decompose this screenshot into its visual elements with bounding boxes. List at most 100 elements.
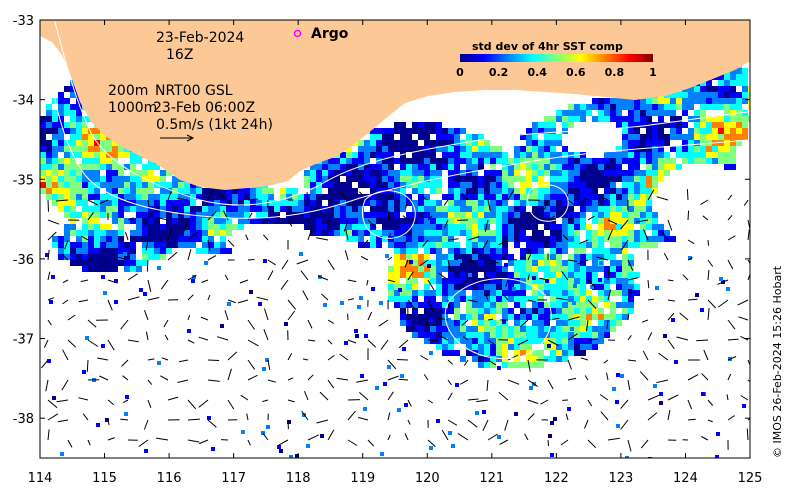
sst-cell — [58, 206, 64, 212]
sst-cell — [598, 290, 604, 296]
sst-cell — [454, 302, 460, 308]
sst-cell — [586, 314, 592, 320]
current-vector — [424, 319, 429, 332]
sst-cell — [424, 224, 430, 230]
sst-cell — [478, 164, 484, 170]
current-vector — [583, 196, 589, 201]
sst-cell — [106, 242, 112, 248]
sst-cell — [550, 206, 556, 212]
sst-cell — [544, 302, 550, 308]
sst-cell — [652, 212, 658, 218]
current-vector — [447, 238, 459, 241]
argo-float-marker — [293, 29, 302, 38]
sst-cell — [400, 224, 406, 230]
current-vector — [41, 359, 49, 369]
sst-cell — [418, 182, 424, 188]
sst-cell — [316, 224, 322, 230]
sst-cell — [88, 266, 94, 272]
sst-cell — [52, 182, 58, 188]
sst-cell — [388, 236, 394, 242]
sst-cell — [538, 266, 544, 272]
sst-cell — [646, 218, 652, 224]
sst-cell — [466, 146, 472, 152]
sst-cell — [178, 194, 184, 200]
sst-cell — [220, 248, 226, 254]
sst-cell — [610, 266, 616, 272]
sst-cell — [214, 224, 220, 230]
sst-cell — [376, 152, 382, 158]
current-vector — [686, 189, 689, 201]
sst-cell — [658, 170, 664, 176]
sst-cell — [466, 206, 472, 212]
sst-cell — [172, 206, 178, 212]
current-vector — [643, 229, 649, 241]
sst-cell — [532, 362, 538, 368]
sst-cell — [88, 248, 94, 254]
sst-cell — [418, 152, 424, 158]
sst-cell — [748, 86, 750, 92]
sst-cell — [376, 134, 382, 140]
sst-cell — [406, 290, 412, 296]
sst-cell — [316, 194, 322, 200]
current-vector — [607, 289, 612, 301]
sst-cell — [622, 116, 628, 122]
current-vector — [356, 379, 369, 383]
sst-cell — [82, 164, 88, 170]
sst-cell — [514, 158, 520, 164]
sst-cell — [520, 146, 526, 152]
sst-cell — [160, 182, 166, 188]
sst-cell — [538, 206, 544, 212]
sst-cell — [460, 194, 466, 200]
current-vector — [437, 317, 449, 321]
sst-cell — [646, 134, 652, 140]
sst-cell — [184, 206, 190, 212]
current-vector — [198, 336, 209, 341]
sst-cell — [532, 152, 538, 158]
sst-cell — [484, 140, 490, 146]
sst-cell — [58, 110, 64, 116]
current-vector — [482, 419, 489, 432]
x-tick-label: 114 — [28, 471, 53, 486]
current-vector — [207, 255, 217, 261]
current-vector — [87, 199, 99, 206]
sst-cell — [598, 248, 604, 254]
sst-cell — [208, 188, 214, 194]
sst-cell — [88, 146, 94, 152]
sst-cell — [610, 260, 616, 266]
sst-cell — [70, 212, 76, 218]
current-vector — [247, 439, 251, 446]
sst-cell — [538, 296, 544, 302]
sst-cell — [610, 110, 616, 116]
sst-cell — [70, 158, 76, 164]
current-vector — [80, 279, 89, 283]
sst-cell — [226, 212, 232, 218]
sst-cell — [544, 272, 550, 278]
sst-cell — [538, 218, 544, 224]
current-vector — [486, 379, 489, 391]
sst-cell — [532, 302, 538, 308]
current-vector — [327, 319, 334, 324]
current-vector — [207, 211, 217, 221]
sst-cell — [625, 456, 629, 458]
current-vector — [620, 399, 629, 409]
sst-cell — [196, 230, 202, 236]
current-vector — [176, 197, 189, 201]
current-vector — [247, 198, 259, 201]
sst-cell — [160, 236, 166, 242]
sst-cell — [682, 152, 688, 158]
sst-cell — [526, 194, 532, 200]
sst-cell — [478, 296, 484, 302]
sst-cell — [670, 158, 676, 164]
sst-cell — [742, 116, 748, 122]
sst-cell — [700, 134, 706, 140]
sst-cell — [424, 266, 430, 272]
sst-cell — [398, 288, 402, 292]
sst-cell — [418, 128, 424, 134]
sst-cell — [526, 200, 532, 206]
sst-cell — [112, 248, 118, 254]
sst-cell — [484, 182, 490, 188]
sst-cell — [376, 176, 382, 182]
sst-cell — [466, 152, 472, 158]
sst-cell — [226, 188, 232, 194]
sst-cell — [580, 224, 586, 230]
